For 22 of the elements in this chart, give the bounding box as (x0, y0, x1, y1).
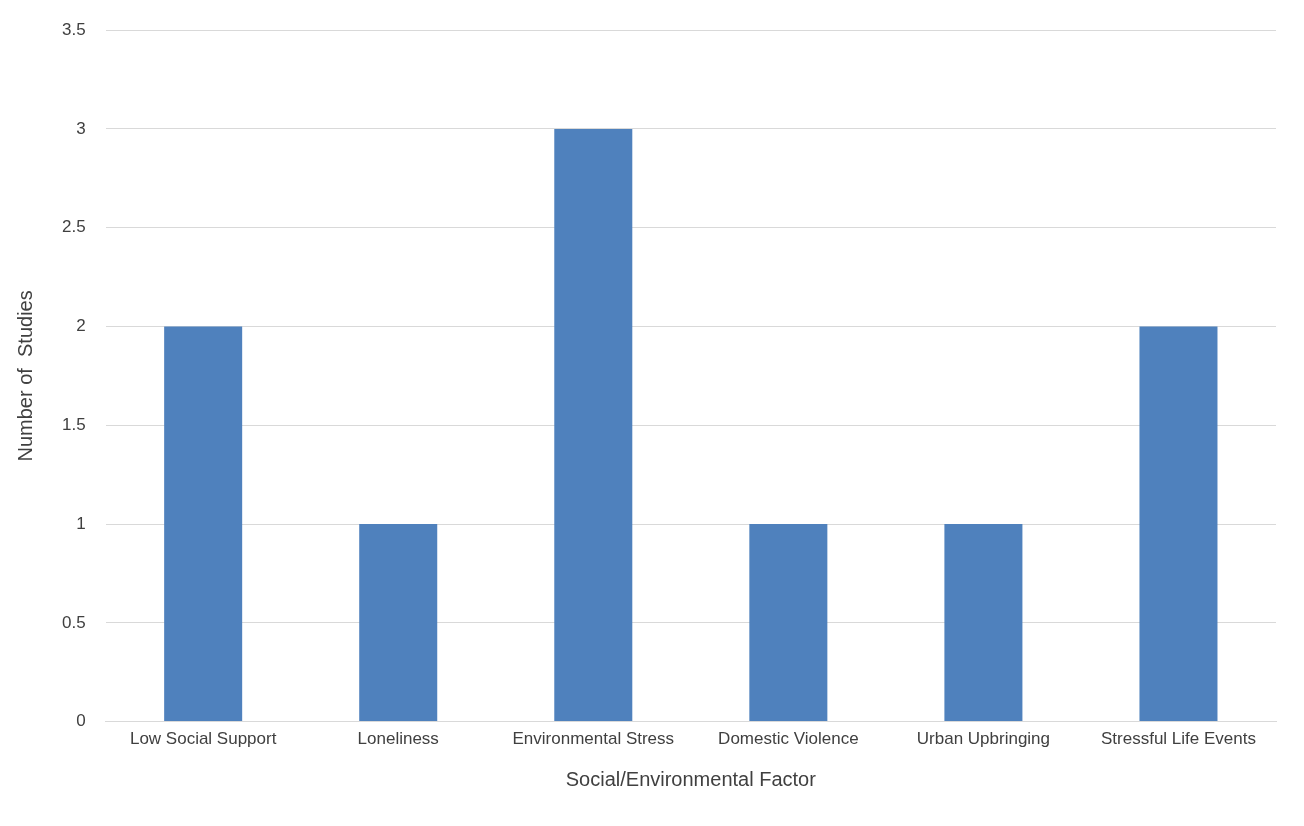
y-tick-label: 0.5 (61, 612, 86, 632)
bar (944, 524, 1023, 722)
x-tick-label: Low Social Support (129, 729, 277, 749)
bar (554, 128, 633, 722)
x-tick-label: Stressful Life Events (1100, 729, 1256, 749)
x-tick-label: Environmental Stress (512, 729, 675, 749)
x-axis-title: Social/Environmental Factor (565, 767, 817, 790)
bar (1139, 326, 1218, 722)
bar (164, 326, 243, 722)
y-tick-label: 2.5 (61, 217, 86, 237)
x-tick-label: Urban Upbringing (916, 729, 1051, 749)
x-tick-label: Domestic Violence (718, 729, 859, 749)
y-tick-label: 0 (76, 711, 86, 731)
y-tick-label: 3 (76, 118, 86, 138)
y-tick-label: 3.5 (61, 19, 86, 39)
y-tick-label: 2 (76, 316, 86, 336)
bar (359, 524, 438, 722)
y-axis-title: Number of Studies (13, 290, 36, 462)
x-tick-label: Loneliness (357, 729, 439, 749)
y-tick-label: 1.5 (61, 414, 86, 434)
bar (749, 524, 828, 722)
y-tick-label: 1 (76, 513, 86, 533)
